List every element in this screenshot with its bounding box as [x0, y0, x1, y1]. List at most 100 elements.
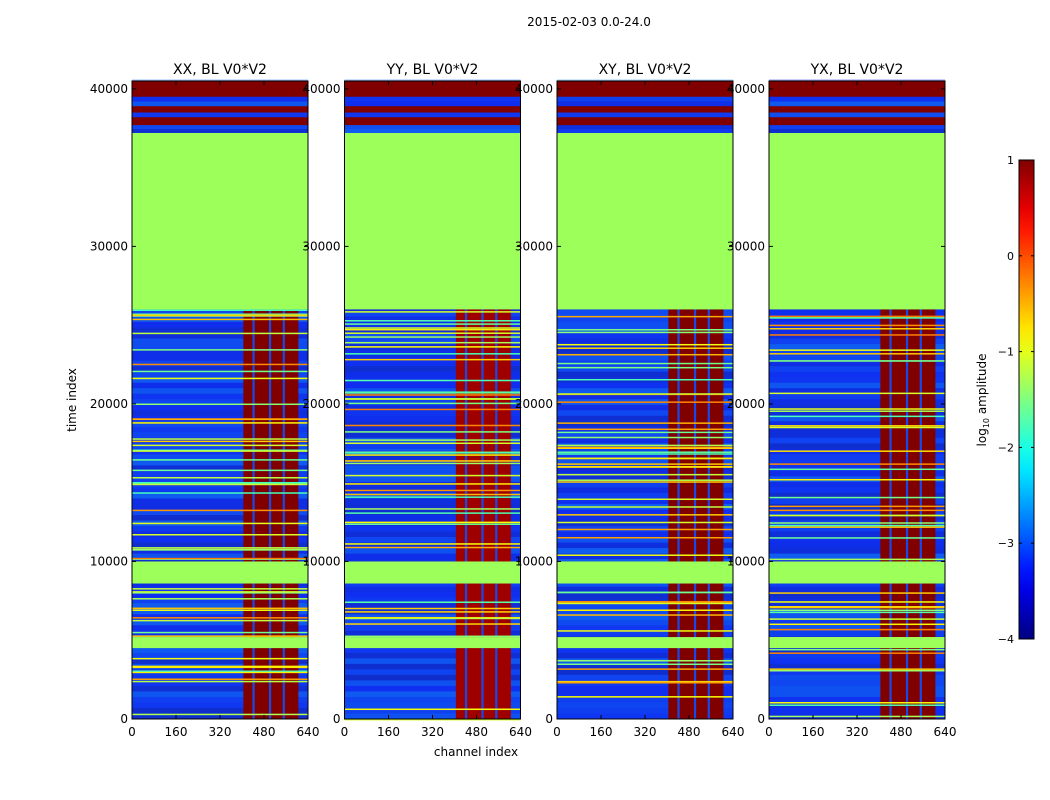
- band-gap: [464, 309, 468, 719]
- noise-row: [132, 437, 308, 444]
- rfi-streak: [769, 496, 945, 499]
- rfi-streak: [557, 451, 733, 453]
- noise-row: [132, 685, 308, 692]
- noise-row: [557, 123, 733, 130]
- rfi-streak: [769, 702, 945, 704]
- rfi-streak: [557, 401, 733, 403]
- noise-row: [344, 101, 521, 107]
- noise-row: [344, 619, 521, 626]
- noise-row: [769, 531, 945, 538]
- saturated-stripe: [344, 117, 521, 126]
- rfi-streak: [557, 521, 733, 524]
- band-gap: [495, 309, 498, 719]
- flagged-region: [344, 132, 521, 310]
- noise-row: [344, 691, 521, 697]
- flagged-region: [132, 132, 308, 310]
- rfi-streak: [132, 363, 308, 366]
- rfi-streak: [344, 493, 521, 496]
- noise-row: [132, 702, 308, 708]
- rfi-streak: [769, 410, 945, 412]
- rfi-streak: [132, 377, 308, 380]
- rfi-streak: [344, 311, 521, 313]
- noise-row: [769, 487, 945, 493]
- noise-row: [557, 388, 733, 394]
- rfi-streak: [769, 324, 945, 327]
- y-tick-label: 40000: [515, 82, 553, 96]
- rfi-streak: [557, 315, 733, 318]
- band-gap: [268, 309, 272, 719]
- noise-row: [344, 443, 521, 449]
- noise-row: [344, 492, 521, 499]
- rfi-streak: [557, 696, 733, 698]
- noise-row: [769, 123, 945, 130]
- noise-row: [557, 410, 733, 416]
- x-tick-label: 320: [209, 725, 232, 739]
- noise-row: [769, 327, 945, 334]
- y-tick-label: 20000: [727, 397, 765, 411]
- noise-row: [769, 603, 945, 609]
- rfi-streak: [557, 366, 733, 369]
- noise-row: [769, 685, 945, 692]
- panel-title: YY, BL V0*V2: [386, 62, 479, 78]
- noise-row: [344, 669, 521, 675]
- noise-row: [557, 470, 733, 477]
- noise-row: [132, 608, 308, 615]
- noise-row: [344, 553, 521, 560]
- rfi-streak: [344, 346, 521, 348]
- noise-row: [344, 581, 521, 587]
- rfi-streak: [344, 341, 521, 344]
- noise-row: [132, 95, 308, 102]
- rfi-streak: [132, 438, 308, 440]
- noise-row: [769, 393, 945, 400]
- band-gap: [919, 309, 922, 719]
- noise-row: [557, 509, 733, 515]
- noise-row: [769, 388, 945, 394]
- rfi-streak: [344, 543, 521, 545]
- rfi-streak: [344, 320, 521, 322]
- y-tick-label: 30000: [90, 239, 128, 253]
- rfi-streak: [557, 663, 733, 666]
- noise-row: [557, 514, 733, 521]
- noise-row: [344, 393, 521, 400]
- noise-row: [344, 674, 521, 681]
- noise-row: [132, 514, 308, 521]
- colorbar-tick-label: 1: [1007, 154, 1014, 167]
- noise-row: [344, 426, 521, 433]
- noise-row: [557, 415, 733, 422]
- y-tick-label: 0: [545, 712, 553, 726]
- noise-row: [557, 608, 733, 615]
- noise-row: [769, 514, 945, 521]
- band-gap: [481, 309, 484, 719]
- noise-row: [769, 498, 945, 504]
- rfi-streak: [557, 347, 733, 349]
- noise-row: [344, 360, 521, 367]
- rfi-streak: [557, 554, 733, 556]
- noise-row: [557, 129, 733, 135]
- rfi-streak: [557, 660, 733, 662]
- noise-row: [344, 685, 521, 692]
- rfi-streak: [344, 452, 521, 454]
- rfi-streak: [344, 508, 521, 510]
- rfi-streak: [557, 431, 733, 434]
- noise-row: [344, 514, 521, 521]
- flagged-region: [557, 561, 733, 584]
- rfi-streak: [557, 457, 733, 460]
- rfi-streak: [769, 526, 945, 528]
- rfi-streak: [769, 537, 945, 539]
- panel-3: XY, BL V0*V2 0 160 320 480 640 0 10000 20000 3000…: [515, 62, 745, 739]
- flagged-region: [344, 561, 521, 584]
- noise-row: [132, 349, 308, 356]
- panel-title: XY, BL V0*V2: [599, 62, 692, 78]
- noise-row: [344, 663, 521, 670]
- noise-row: [132, 410, 308, 416]
- y-tick-label: 20000: [515, 397, 553, 411]
- noise-row: [132, 652, 308, 659]
- rfi-streak: [769, 669, 945, 672]
- noise-row: [344, 702, 521, 708]
- band-gap: [252, 309, 255, 719]
- rfi-streak: [769, 360, 945, 362]
- noise-row: [132, 487, 308, 493]
- rfi-streak: [557, 506, 733, 508]
- colorbar: −4 −3 −2 −1 0 1 log10 amplitude: [975, 154, 1035, 646]
- noise-row: [344, 465, 521, 471]
